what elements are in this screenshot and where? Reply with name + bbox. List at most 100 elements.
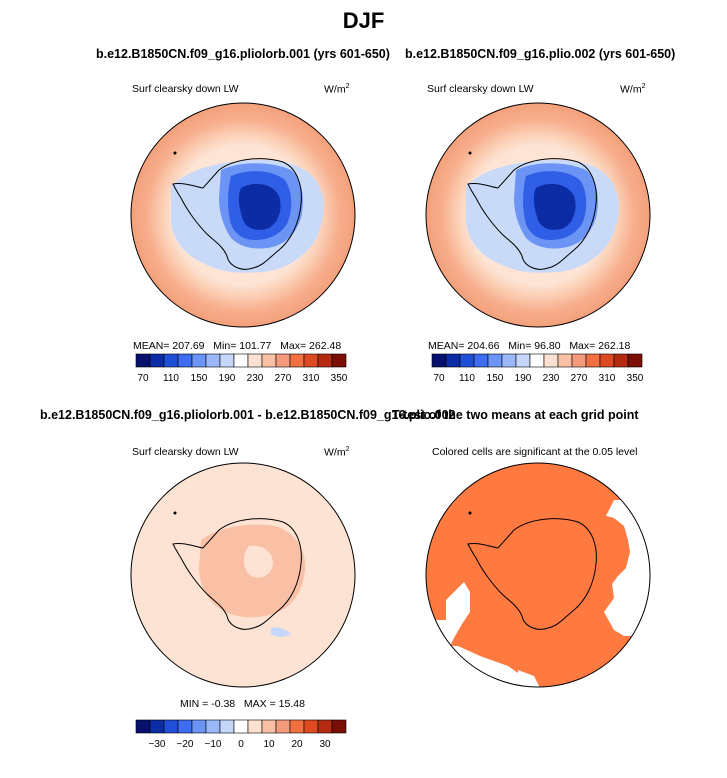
panel3-colorbar-cell — [247, 719, 263, 734]
panel2-contour-min — [533, 183, 576, 230]
panel2-colorbar-cell — [613, 353, 629, 368]
panel3-var-label: Surf clearsky down LW — [132, 446, 239, 458]
panel1-colorbar-tick-label: 70 — [137, 373, 149, 384]
panel1-colorbar-tick-label: 110 — [163, 373, 179, 384]
panel2-title: b.e12.B1850CN.f09_g16.plio.002 (yrs 601-… — [405, 47, 676, 61]
panel1-colorbar-tick-label: 230 — [247, 373, 264, 384]
panel1-colorbar-cell — [191, 353, 207, 368]
panel3-coastline — [172, 518, 302, 630]
panel1-colorbar-cell — [261, 353, 277, 368]
panel3-colorbar-cell — [191, 719, 207, 734]
panel2-colorbar-cell — [571, 353, 587, 368]
panel3-island — [173, 511, 177, 515]
panel2-colorbar-cell — [585, 353, 601, 368]
panel2-colorbar-tick-label: 230 — [543, 373, 560, 384]
panel1-title: b.e12.B1850CN.f09_g16.pliolorb.001 (yrs … — [96, 47, 390, 61]
panel2-colorbar-cell — [473, 353, 489, 368]
panel1-colorbar-cell — [331, 353, 347, 368]
panel1-colorbar-cell — [303, 353, 319, 368]
panel3-colorbar-cell — [149, 719, 165, 734]
panel2-colorbar-tick-label: 70 — [433, 373, 445, 384]
panel1-colorbar-cell — [247, 353, 263, 368]
panel2-colorbar-tick-label: 190 — [515, 373, 532, 384]
panel3-colorbar-tick-label: −10 — [205, 739, 222, 750]
panel4-coastline — [467, 518, 597, 630]
panel3-colorbar-tick-label: −20 — [177, 739, 194, 750]
panel1-stats: MEAN= 207.69 Min= 101.77 Max= 262.48 — [133, 340, 342, 352]
panel2-colorbar-cell — [487, 353, 503, 368]
panel3-colorbar: −30 −20 −10 0 10 20 30 — [135, 719, 347, 750]
panel3-colorbar-tick-label: 10 — [263, 739, 275, 750]
panel2-var-label: Surf clearsky down LW — [427, 83, 534, 95]
panel2-colorbar-cell — [627, 353, 643, 368]
panel3-units: W/m2 — [324, 446, 350, 459]
panel2-colorbar-cell — [529, 353, 545, 368]
panel2-colorbar-tick-label: 270 — [571, 373, 588, 384]
panel3-colorbar-cell — [135, 719, 151, 734]
panel4-title: T-test of the two means at each grid poi… — [392, 408, 639, 422]
panel3-colorbar-tick-label: 30 — [319, 739, 331, 750]
panel3-colorbar-cell — [331, 719, 347, 734]
panel1-colorbar-tick-label: 310 — [303, 373, 320, 384]
panel2-colorbar-cell — [445, 353, 461, 368]
panel2-colorbar-cell — [543, 353, 559, 368]
panel4-border — [425, 462, 651, 688]
panel3-colorbar-tick-label: 0 — [238, 739, 244, 750]
panel3-colorbar-cell — [275, 719, 291, 734]
panel1-colorbar-cell — [317, 353, 333, 368]
panel2-colorbar-tick-label: 150 — [487, 373, 504, 384]
panel3-colorbar-cell — [205, 719, 221, 734]
panel3-colorbar-cell — [261, 719, 277, 734]
panel3-title: b.e12.B1850CN.f09_g16.pliolorb.001 - b.e… — [40, 408, 456, 422]
page-title: DJF — [342, 8, 385, 33]
panel1-colorbar-cell — [275, 353, 291, 368]
panel4-map — [425, 462, 651, 688]
panel3-small-diff — [243, 545, 273, 578]
panel2-island — [468, 151, 472, 155]
panel2-colorbar-cell — [501, 353, 517, 368]
panel2-stats: MEAN= 204.66 Min= 96.80 Max= 262.18 — [428, 340, 631, 352]
panel2-colorbar-tick-label: 350 — [627, 373, 644, 384]
panel3-stats: MIN = -0.38 MAX = 15.48 — [180, 698, 305, 710]
panel3-colorbar-cell — [233, 719, 249, 734]
panel3-colorbar-cell — [163, 719, 179, 734]
panel1-colorbar-cell — [177, 353, 193, 368]
panel2-colorbar-cell — [459, 353, 475, 368]
panel2-coastline — [467, 158, 597, 270]
panel3-colorbar-tick-label: −30 — [149, 739, 166, 750]
panel2-colorbar-tick-label: 110 — [459, 373, 475, 384]
panel3-colorbar-cell — [317, 719, 333, 734]
panel1-colorbar-tick-label: 190 — [219, 373, 236, 384]
panel1-island — [173, 151, 177, 155]
panel3-colorbar-cell — [289, 719, 305, 734]
panel1-colorbar-cell — [135, 353, 151, 368]
panel2-colorbar: 70 110 150 190 230 270 310 350 — [431, 353, 644, 384]
panel1-colorbar-cell — [149, 353, 165, 368]
panel1-colorbar-cell — [205, 353, 221, 368]
panel2-map — [425, 102, 651, 328]
panel1-colorbar-tick-label: 350 — [331, 373, 348, 384]
panel1-colorbar-cell — [163, 353, 179, 368]
panel1-map — [130, 102, 356, 328]
panel1-contour-min — [238, 183, 281, 230]
panel4-significant-area — [426, 463, 650, 687]
panel2-units: W/m2 — [620, 83, 646, 96]
panel3-colorbar-cell — [177, 719, 193, 734]
panel2-colorbar-cell — [431, 353, 447, 368]
panel1-colorbar: 70 110 150 190 230 270 310 350 — [135, 353, 348, 384]
panel1-units: W/m2 — [324, 83, 350, 96]
panel4-insignificant-south-small — [518, 670, 542, 687]
panel1-colorbar-tick-label: 270 — [275, 373, 292, 384]
panel1-colorbar-cell — [289, 353, 305, 368]
panel2-colorbar-cell — [515, 353, 531, 368]
panel3-colorbar-tick-label: 20 — [291, 739, 303, 750]
panel1-var-label: Surf clearsky down LW — [132, 83, 239, 95]
panel3-negative-patch — [271, 627, 291, 637]
panel3-colorbar-cell — [303, 719, 319, 734]
panel1-colorbar-cell — [219, 353, 235, 368]
panel4-island — [468, 511, 472, 515]
panel4-annotation: Colored cells are significant at the 0.0… — [432, 446, 638, 458]
panel1-colorbar-cell — [233, 353, 249, 368]
panel1-coastline — [172, 158, 302, 270]
panel2-colorbar-cell — [557, 353, 573, 368]
